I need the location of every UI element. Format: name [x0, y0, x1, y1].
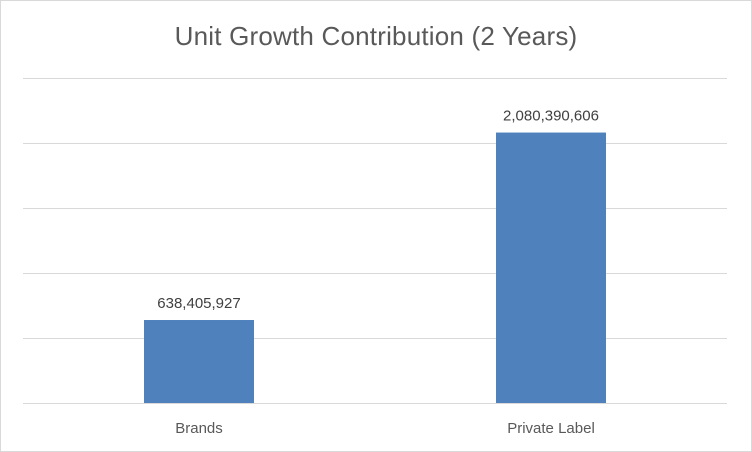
chart-title: Unit Growth Contribution (2 Years) — [174, 21, 578, 51]
data-label: 2,080,390,606 — [503, 108, 599, 125]
bar-brands — [144, 320, 254, 403]
bars — [144, 132, 606, 403]
category-axis-labels: Brands Private Label — [175, 420, 595, 437]
category-tick-label: Brands — [175, 420, 223, 437]
data-labels: 638,405,927 2,080,390,606 — [157, 108, 599, 312]
gridlines — [23, 78, 727, 404]
bar-private-label — [496, 132, 606, 403]
category-tick-label: Private Label — [507, 420, 595, 437]
data-label: 638,405,927 — [157, 295, 240, 312]
